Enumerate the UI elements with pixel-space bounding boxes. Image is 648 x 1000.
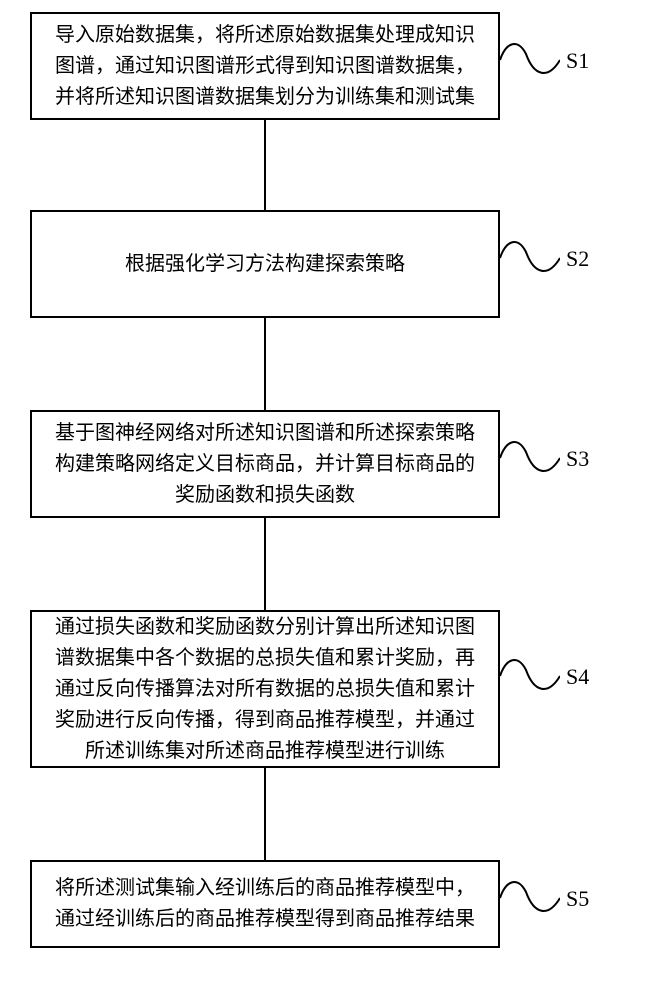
flow-node-s1: 导入原始数据集，将所述原始数据集处理成知识图谱，通过知识图谱形式得到知识图谱数据… [30,12,500,120]
flow-edge [264,518,266,610]
flow-node-text: 导入原始数据集，将所述原始数据集处理成知识图谱，通过知识图谱形式得到知识图谱数据… [46,20,484,113]
curve-connector-s3 [500,434,560,482]
flow-node-text: 将所述测试集输入经训练后的商品推荐模型中，通过经训练后的商品推荐模型得到商品推荐… [46,873,484,935]
flow-label-s1: S1 [566,48,589,74]
flow-node-s3: 基于图神经网络对所述知识图谱和所述探索策略构建策略网络定义目标商品，并计算目标商… [30,410,500,518]
curve-connector-s5 [500,874,560,922]
flow-edge [264,318,266,410]
flow-node-text: 基于图神经网络对所述知识图谱和所述探索策略构建策略网络定义目标商品，并计算目标商… [46,418,484,511]
flow-label-s2: S2 [566,246,589,272]
curve-connector-s1 [500,36,560,84]
flow-edge [264,120,266,210]
flow-node-s4: 通过损失函数和奖励函数分别计算出所述知识图谱数据集中各个数据的总损失值和累计奖励… [30,610,500,768]
curve-connector-s4 [500,652,560,700]
flowchart-canvas: 导入原始数据集，将所述原始数据集处理成知识图谱，通过知识图谱形式得到知识图谱数据… [0,0,648,1000]
flow-edge [264,768,266,860]
flow-node-s5: 将所述测试集输入经训练后的商品推荐模型中，通过经训练后的商品推荐模型得到商品推荐… [30,860,500,948]
flow-node-text: 通过损失函数和奖励函数分别计算出所述知识图谱数据集中各个数据的总损失值和累计奖励… [46,612,484,767]
flow-label-s5: S5 [566,886,589,912]
curve-connector-s2 [500,234,560,282]
flow-node-s2: 根据强化学习方法构建探索策略 [30,210,500,318]
flow-label-s3: S3 [566,446,589,472]
flow-node-text: 根据强化学习方法构建探索策略 [125,249,405,280]
flow-label-s4: S4 [566,664,589,690]
